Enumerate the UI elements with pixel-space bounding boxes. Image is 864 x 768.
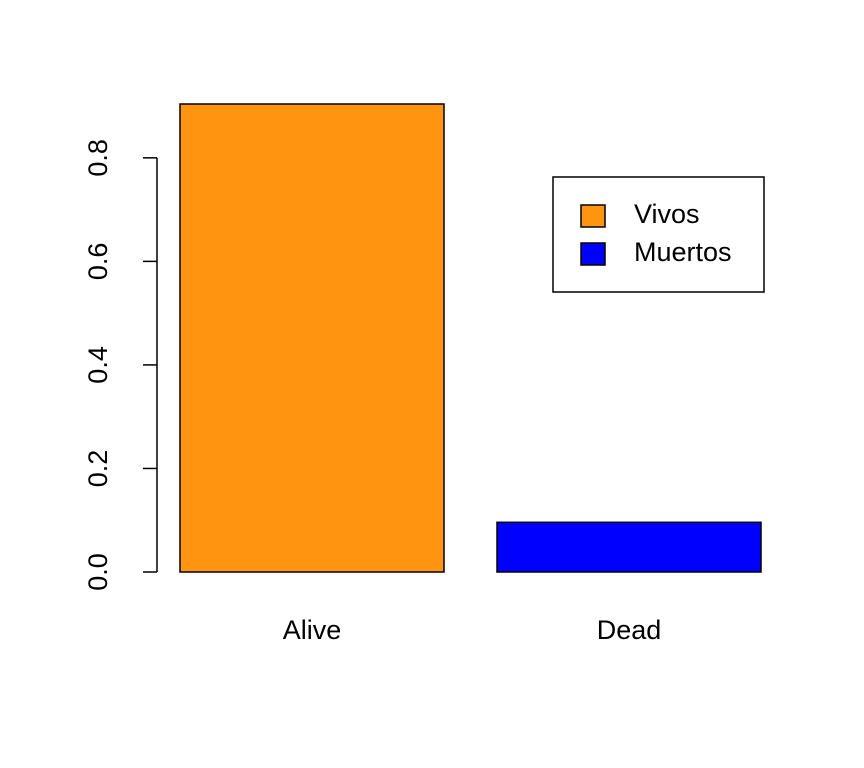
y-tick-label: 0.2 [83, 450, 113, 488]
y-tick-label: 0.8 [83, 139, 113, 177]
legend-swatch [580, 204, 606, 228]
bar [179, 103, 445, 573]
legend-label: Muertos [634, 237, 732, 267]
x-tick-label: Dead [597, 615, 662, 645]
legend-label: Vivos [634, 199, 700, 229]
y-tick-label: 0.4 [83, 346, 113, 384]
x-tick-label: Alive [283, 615, 342, 645]
y-tick-label: 0.0 [83, 553, 113, 591]
y-tick-label: 0.6 [83, 243, 113, 281]
legend-box [552, 176, 765, 293]
bar [496, 521, 762, 573]
legend-swatch [580, 242, 606, 266]
